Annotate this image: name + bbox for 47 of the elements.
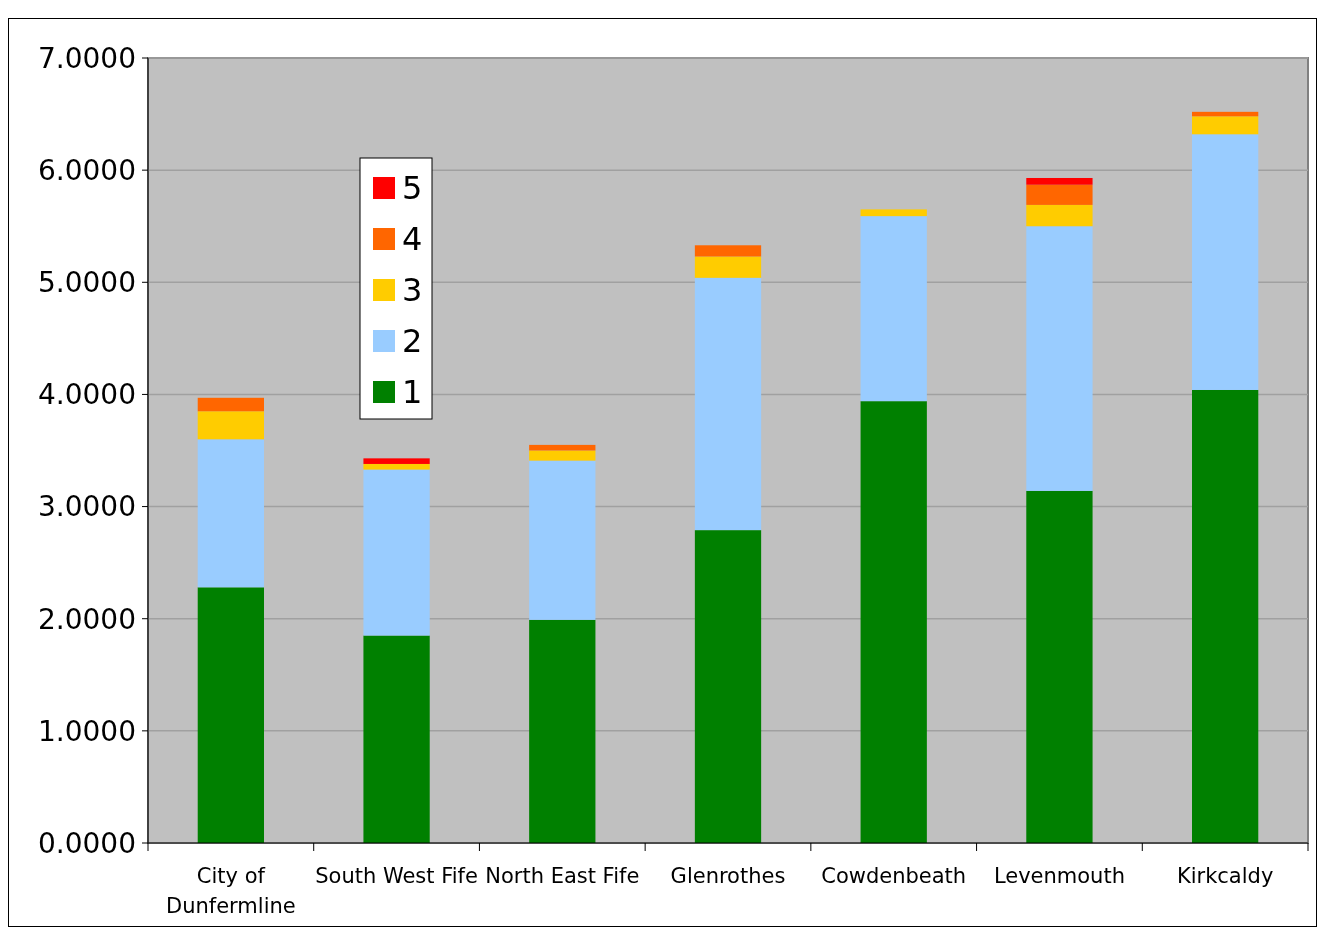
legend-label: 5	[402, 169, 423, 208]
bar	[1026, 226, 1093, 491]
x-tick-label: South West Fife	[315, 864, 478, 888]
bar	[860, 216, 927, 402]
x-tick-label: Glenrothes	[670, 864, 786, 888]
x-tick-label: City of Dunfermline	[165, 864, 296, 918]
bar	[529, 444, 596, 451]
bar	[1026, 177, 1093, 185]
bar	[197, 411, 264, 440]
legend-label: 3	[402, 271, 423, 310]
bar	[197, 587, 264, 843]
bar	[363, 458, 430, 464]
bar	[1026, 490, 1093, 843]
bar	[694, 245, 762, 257]
y-tick-label: 2.0000	[38, 602, 136, 636]
y-tick-label: 1.0000	[38, 714, 136, 748]
bar	[1026, 184, 1093, 205]
legend-label: 4	[402, 220, 423, 259]
bar	[694, 530, 762, 843]
y-tick-label: 5.0000	[38, 266, 136, 300]
bar	[363, 463, 430, 470]
bar	[529, 460, 596, 620]
y-tick-label: 7.0000	[38, 41, 136, 75]
x-tick-label: Levenmouth	[993, 864, 1125, 888]
x-tick-label: Kirkcaldy	[1176, 864, 1274, 888]
bar	[1192, 134, 1259, 390]
x-tick-label: North East Fife	[485, 864, 640, 888]
y-tick-label: 0.0000	[38, 826, 136, 860]
bar	[694, 277, 762, 531]
bar	[1192, 389, 1259, 843]
bar	[1026, 204, 1093, 227]
bar	[1192, 116, 1259, 135]
bar	[694, 256, 762, 278]
bar	[197, 397, 264, 412]
bar	[197, 439, 264, 588]
bar	[860, 209, 927, 217]
legend-label: 2	[402, 322, 423, 361]
y-tick-label: 6.0000	[38, 153, 136, 187]
bar	[363, 635, 430, 843]
legend-label: 1	[402, 373, 423, 412]
y-tick-label: 4.0000	[38, 378, 136, 412]
y-tick-label: 3.0000	[38, 490, 136, 524]
bar	[529, 450, 596, 461]
bar	[363, 469, 430, 636]
x-tick-label: Cowdenbeath	[821, 864, 967, 888]
bar	[860, 401, 927, 843]
bar	[529, 619, 596, 843]
